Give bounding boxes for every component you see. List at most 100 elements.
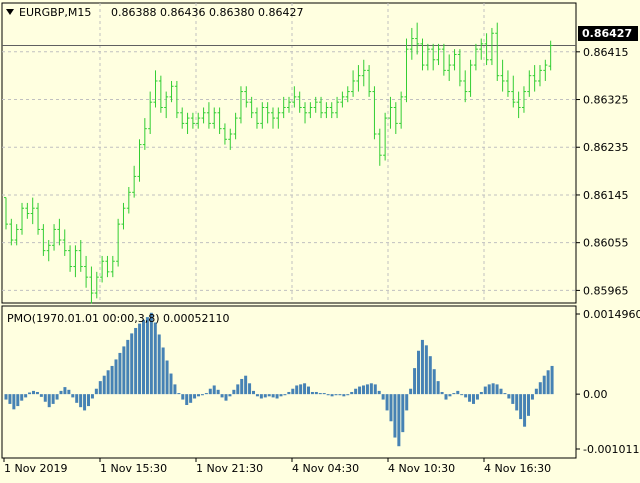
price-tick-label: 0.86055 <box>583 237 629 250</box>
pmo-bar <box>534 388 538 395</box>
pmo-bar <box>523 394 527 427</box>
pmo-bar <box>255 394 259 397</box>
pmo-bar <box>161 347 165 395</box>
pmo-bar <box>307 386 310 395</box>
pmo-bar <box>240 378 244 395</box>
pmo-bar <box>90 394 94 399</box>
pmo-bar <box>165 360 169 395</box>
pmo-bar <box>365 384 369 395</box>
pmo-bar <box>200 394 204 396</box>
price-tick-label: 0.86145 <box>583 189 629 202</box>
pmo-bar <box>460 394 464 396</box>
pmo-bar <box>538 382 542 395</box>
pmo-bar <box>507 394 511 399</box>
indicator-histogram <box>4 312 554 447</box>
pmo-bar <box>393 394 397 438</box>
pmo-bar <box>134 327 138 395</box>
pmo-bar <box>102 375 106 395</box>
pmo-bar <box>185 394 189 405</box>
pmo-bar <box>83 394 87 411</box>
pmo-bar <box>420 339 424 395</box>
pmo-bar <box>228 394 232 397</box>
pmo-bar <box>495 384 499 395</box>
pmo-bar <box>126 339 130 395</box>
current-price-label: 0.86427 <box>582 27 632 40</box>
pmo-bar <box>197 394 200 397</box>
pmo-bar <box>342 394 346 397</box>
pmo-bar <box>310 391 314 395</box>
pmo-bar <box>4 394 8 400</box>
pmo-bar <box>8 394 12 404</box>
price-tick-label: 0.86415 <box>583 46 629 59</box>
pmo-bar <box>145 317 149 395</box>
pmo-bar <box>405 394 409 411</box>
pmo-bar <box>475 394 479 400</box>
pmo-bar <box>149 312 153 395</box>
pmo-bar <box>519 394 523 420</box>
pmo-bar <box>98 381 102 395</box>
time-tick-label: 4 Nov 10:30 <box>388 462 455 475</box>
pmo-bar <box>114 359 118 395</box>
pmo-bar <box>444 394 448 400</box>
indicator-tick-label: 0.00 <box>583 388 608 401</box>
pmo-bar <box>479 391 483 395</box>
pmo-bar <box>530 394 534 400</box>
price-tick-label: 0.86325 <box>583 94 629 107</box>
pmo-bar <box>436 381 440 395</box>
pmo-bar <box>334 394 338 396</box>
pmo-bar <box>43 394 47 402</box>
pmo-bar <box>358 386 362 395</box>
price-pane-frame <box>1 2 577 304</box>
pmo-bar <box>157 334 161 395</box>
pmo-bar <box>448 394 452 397</box>
pmo-bar <box>491 383 495 395</box>
pmo-bar <box>389 394 393 422</box>
symbol-timeframe: EURGBP,M15 <box>19 6 91 19</box>
pmo-bar <box>452 393 456 395</box>
pmo-bar <box>236 384 240 395</box>
pmo-bar <box>177 393 181 395</box>
pmo-bar <box>130 333 134 395</box>
current-price-label-box <box>578 26 638 41</box>
pmo-bar <box>94 388 98 395</box>
pmo-bar <box>267 394 271 397</box>
pmo-bar <box>39 394 43 397</box>
pmo-bar <box>12 394 16 410</box>
price-axis: 0.86415 0.86325 0.86235 0.86145 0.86055 0.859… <box>576 46 629 297</box>
time-tick-label: 4 Nov 04:30 <box>292 462 359 475</box>
time-tick-label: 1 Nov 21:30 <box>196 462 263 475</box>
pmo-bar <box>369 383 373 395</box>
pmo-bar <box>79 394 83 408</box>
pmo-bar <box>259 394 263 399</box>
triangle-down-icon[interactable] <box>6 9 14 15</box>
indicator-tick-label: -0.0010112 <box>583 443 640 456</box>
pmo-bar <box>138 323 142 395</box>
pmo-bar <box>338 394 342 396</box>
pmo-bar <box>424 345 428 395</box>
pmo-bar <box>303 383 307 395</box>
pmo-bar <box>511 394 515 404</box>
pmo-bar <box>35 391 39 395</box>
pmo-bar <box>287 391 291 395</box>
pmo-bar <box>153 322 157 395</box>
pmo-bar <box>28 392 32 395</box>
pmo-bar <box>244 375 248 395</box>
pmo-bar <box>546 370 550 395</box>
pmo-bar <box>542 375 546 395</box>
pmo-bar <box>279 394 283 397</box>
pmo-bar <box>87 394 90 407</box>
pmo-bar <box>295 385 299 395</box>
pmo-bar <box>118 352 122 395</box>
pmo-bar <box>51 394 55 404</box>
price-tick-label: 0.85965 <box>583 284 629 297</box>
pmo-bar <box>397 394 401 447</box>
pmo-bar <box>142 319 145 395</box>
ohlc-values: 0.86388 0.86436 0.86380 0.86427 <box>111 6 303 19</box>
pmo-bar <box>318 393 322 395</box>
indicator-pane-frame <box>1 305 577 459</box>
pmo-bar <box>299 384 303 395</box>
pmo-bar <box>373 384 377 395</box>
pmo-bar <box>181 394 185 400</box>
